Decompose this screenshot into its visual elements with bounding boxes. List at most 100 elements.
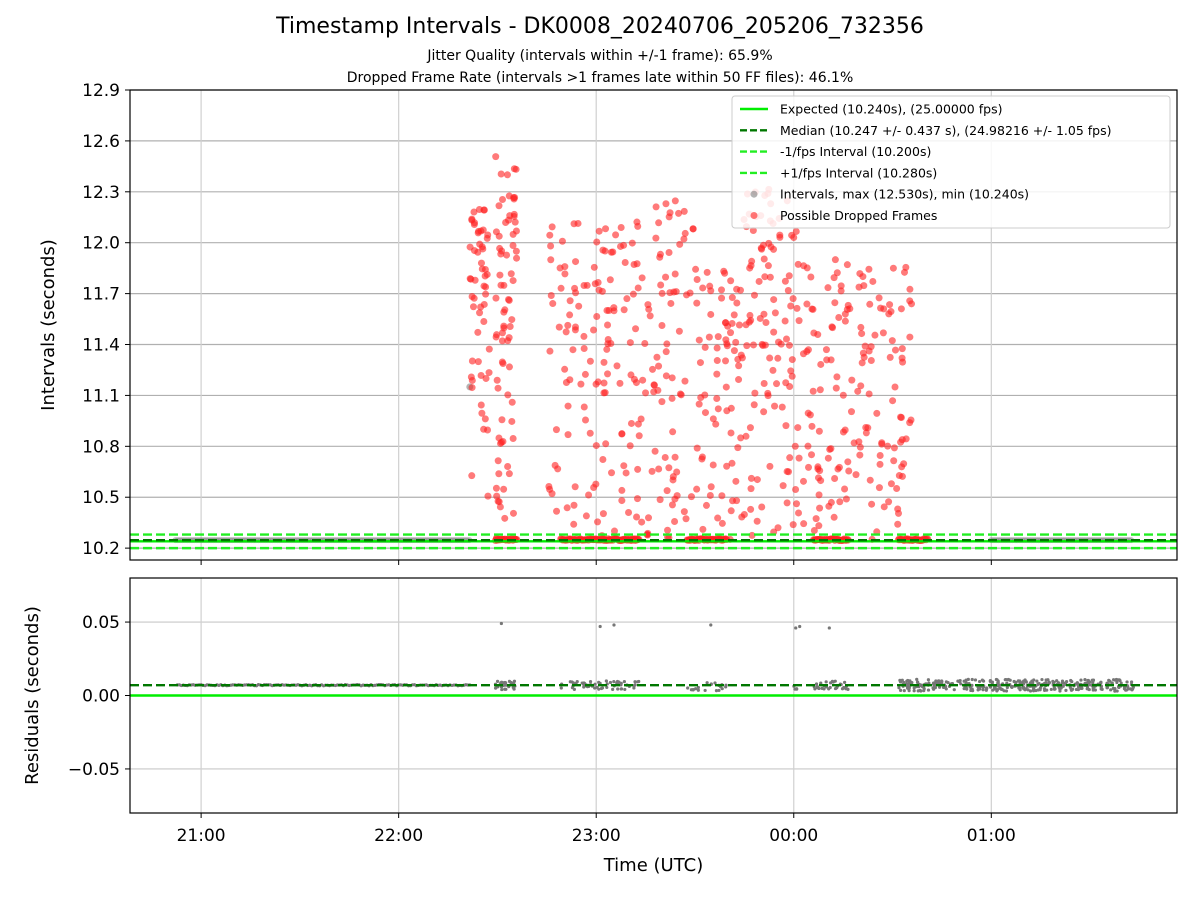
residual-point xyxy=(686,686,690,690)
dropped-frame-point xyxy=(889,264,897,272)
residual-point xyxy=(1113,689,1117,693)
dropped-frame-point xyxy=(886,353,894,361)
dropped-frame-point xyxy=(564,402,572,410)
legend: Expected (10.240s), (25.00000 fps) Median… xyxy=(731,95,1171,229)
dropped-frame-point xyxy=(812,515,820,523)
time-x-tick-label: 00:00 xyxy=(769,826,818,846)
residual-point xyxy=(1119,681,1123,685)
dropped-frame-point xyxy=(841,426,849,434)
dropped-frame-point xyxy=(564,431,572,439)
dropped-frame-point xyxy=(748,531,756,539)
dropped-frame-point xyxy=(595,227,603,235)
dropped-frame-point xyxy=(773,380,781,388)
dropped-frame-point xyxy=(677,391,685,399)
dropped-frame-point xyxy=(793,304,801,312)
residual-point xyxy=(1037,682,1041,686)
residual-point xyxy=(1091,686,1095,690)
dropped-frame-point xyxy=(815,522,823,530)
time-x-tick-label: 23:00 xyxy=(572,826,621,846)
dropped-frame-point xyxy=(468,215,476,223)
dropped-frame-point xyxy=(637,415,645,423)
dropped-frame-point xyxy=(633,260,641,268)
dropped-frame-point xyxy=(586,429,594,437)
residual-point xyxy=(588,679,593,684)
residual-point xyxy=(900,678,904,682)
dropped-frame-point xyxy=(501,514,509,522)
residual-point xyxy=(1115,689,1119,693)
dropped-frame-point xyxy=(512,247,520,255)
dropped-frame-point xyxy=(479,226,487,234)
dropped-frame-point xyxy=(789,521,797,529)
legend-label: Median (10.247 +/- 0.437 s), (24.98216 +… xyxy=(780,123,1111,138)
residual-point xyxy=(1108,679,1112,683)
dropped-frame-point xyxy=(495,434,503,442)
dropped-frame-point xyxy=(618,430,626,438)
residual-point xyxy=(713,681,717,685)
dropped-frame-point xyxy=(787,302,795,310)
dropped-frame-point xyxy=(753,517,761,525)
time-x-tick-label: 01:00 xyxy=(967,826,1016,846)
dropped-frame-point xyxy=(906,333,914,341)
dropped-frame-point xyxy=(839,391,847,399)
dropped-frame-point xyxy=(788,356,796,364)
dropped-frame-point xyxy=(662,273,670,281)
residual-point xyxy=(936,681,941,685)
dropped-frame-point xyxy=(668,501,676,509)
dropped-frame-point xyxy=(546,347,554,355)
dropped-frame-point xyxy=(847,408,855,416)
dropped-frame-point xyxy=(738,513,746,521)
dropped-frame-point xyxy=(795,317,803,325)
residual-point xyxy=(1129,680,1134,684)
dropped-frame-point xyxy=(603,345,611,353)
residual-point xyxy=(1049,687,1053,692)
dropped-frame-point xyxy=(701,409,709,417)
dropped-frame-point xyxy=(598,287,606,295)
dropped-frame-point xyxy=(815,491,823,499)
residual-point xyxy=(1083,677,1087,682)
dropped-frame-point xyxy=(628,239,636,247)
dropped-frame-point xyxy=(590,483,598,491)
residual-point xyxy=(1031,681,1035,685)
dropped-frame-point xyxy=(652,234,660,242)
residual-outlier-point xyxy=(612,623,616,627)
intervals-y-tick-label: 12.0 xyxy=(82,234,120,254)
dropped-frame-point xyxy=(858,359,866,367)
dropped-frame-point xyxy=(803,264,811,272)
residual-point xyxy=(1055,679,1059,683)
residual-point xyxy=(1046,678,1050,682)
residual-point xyxy=(503,687,507,691)
residual-point xyxy=(696,685,700,690)
dropped-frame-point xyxy=(722,319,730,327)
dropped-frame-point xyxy=(727,404,735,412)
dropped-frame-point xyxy=(803,347,811,355)
residual-point xyxy=(897,686,901,690)
dropped-frame-point xyxy=(785,272,793,280)
dropped-frame-point xyxy=(897,413,905,421)
residual-point xyxy=(905,686,910,690)
dropped-frame-point xyxy=(582,512,590,520)
dropped-frame-point xyxy=(856,443,864,451)
intervals-y-tick-label: 11.1 xyxy=(82,386,120,406)
dropped-frame-point xyxy=(747,485,755,493)
dropped-frame-point xyxy=(474,358,482,366)
dropped-frame-point xyxy=(743,342,751,350)
dropped-frame-point xyxy=(634,465,642,473)
dropped-frame-point xyxy=(547,256,555,264)
dropped-frame-point xyxy=(569,346,577,354)
dropped-frame-point xyxy=(510,165,518,173)
dropped-frame-point xyxy=(662,348,670,356)
dropped-frame-point xyxy=(693,485,701,493)
dropped-frame-point xyxy=(657,281,665,289)
dropped-frame-point xyxy=(662,372,670,380)
residual-point xyxy=(1113,678,1117,682)
dropped-frame-point xyxy=(792,486,800,494)
dropped-frame-point xyxy=(866,300,874,308)
intervals-y-axis-label: Intervals (seconds) xyxy=(38,239,59,411)
residual-point xyxy=(604,679,608,683)
residual-point xyxy=(1064,680,1069,684)
residual-point xyxy=(1079,678,1083,682)
dropped-frame-point xyxy=(742,321,750,329)
dropped-frame-point xyxy=(477,259,485,267)
residual-point xyxy=(1040,677,1044,682)
dropped-frame-point xyxy=(857,382,865,390)
